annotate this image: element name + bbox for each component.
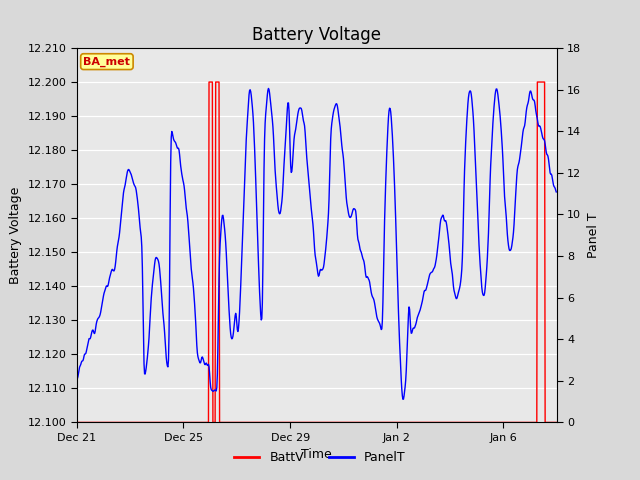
Y-axis label: Panel T: Panel T bbox=[587, 212, 600, 258]
X-axis label: Time: Time bbox=[301, 448, 332, 461]
Text: BA_met: BA_met bbox=[83, 57, 131, 67]
Legend: BattV, PanelT: BattV, PanelT bbox=[229, 446, 411, 469]
Title: Battery Voltage: Battery Voltage bbox=[252, 25, 381, 44]
Y-axis label: Battery Voltage: Battery Voltage bbox=[9, 187, 22, 284]
